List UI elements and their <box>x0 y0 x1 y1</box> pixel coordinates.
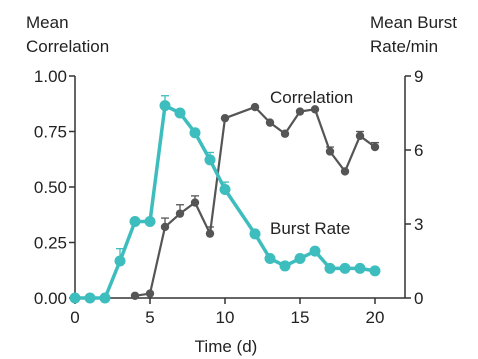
y-left-tick-label: 0.75 <box>34 123 67 142</box>
data-point-burst-rate <box>309 245 321 257</box>
data-point-burst-rate <box>174 107 186 119</box>
data-point-correlation <box>310 105 320 114</box>
data-point-burst-rate <box>324 262 336 274</box>
series-correlation <box>130 102 380 300</box>
data-point-burst-rate <box>144 216 156 228</box>
data-point-burst-rate <box>99 292 111 304</box>
data-point-correlation <box>190 198 200 207</box>
y-left-tick-label: 1.00 <box>34 67 67 86</box>
data-point-burst-rate <box>354 262 366 274</box>
y-right-tick-label: 6 <box>414 141 423 160</box>
data-point-burst-rate <box>279 260 291 272</box>
y-right-tick-label: 9 <box>414 67 423 86</box>
x-tick-label: 10 <box>216 308 235 327</box>
data-point-burst-rate <box>189 127 201 139</box>
data-point-correlation <box>205 229 215 238</box>
data-point-burst-rate <box>204 154 216 166</box>
data-point-correlation <box>160 222 170 232</box>
data-point-correlation <box>355 131 365 141</box>
series-line-correlation <box>134 105 376 297</box>
data-point-burst-rate <box>219 183 231 195</box>
data-point-correlation <box>295 107 305 116</box>
y-right-axis-title-line-2: Rate/min <box>370 37 438 56</box>
series-layer <box>69 95 381 304</box>
data-point-correlation <box>220 113 230 123</box>
annotation-burst-rate: Burst Rate <box>270 219 350 238</box>
data-point-correlation <box>175 209 185 218</box>
annotation-correlation: Correlation <box>270 88 353 107</box>
series-burst-rate <box>69 95 381 304</box>
x-tick-label: 20 <box>366 308 385 327</box>
y-right-axis-title-line-1: Mean Burst <box>370 13 457 32</box>
x-tick-label: 15 <box>291 308 310 327</box>
data-point-burst-rate <box>159 100 171 112</box>
x-axis-title: Time (d) <box>195 337 258 356</box>
y-left-axis-title-line-1: Mean <box>26 13 69 32</box>
data-point-correlation <box>145 289 155 298</box>
data-point-correlation <box>280 129 290 138</box>
data-point-burst-rate <box>69 292 81 304</box>
data-point-burst-rate <box>369 265 381 277</box>
y-left-tick-label: 0.25 <box>34 234 67 253</box>
y-right-tick-label: 0 <box>414 289 423 308</box>
data-point-correlation <box>130 291 140 300</box>
x-tick-label: 5 <box>145 308 154 327</box>
y-left-tick-label: 0.50 <box>34 178 67 197</box>
y-left-axis-title-line-2: Correlation <box>26 37 109 56</box>
data-point-burst-rate <box>249 228 261 240</box>
y-right-tick-label: 3 <box>414 215 423 234</box>
y-left-tick-label: 0.00 <box>34 289 67 308</box>
data-point-burst-rate <box>114 255 126 267</box>
data-point-correlation <box>325 147 335 156</box>
data-point-burst-rate <box>264 253 276 265</box>
data-point-correlation <box>265 118 275 127</box>
data-point-burst-rate <box>339 262 351 274</box>
data-point-correlation <box>340 167 350 176</box>
axes: 0.00 0.25 0.50 0.75 1.00 0 3 6 9 0 5 10 15 20 <box>34 67 424 327</box>
data-point-burst-rate <box>84 292 96 304</box>
data-point-burst-rate <box>294 253 306 265</box>
data-point-correlation <box>370 142 380 152</box>
x-tick-label: 0 <box>70 308 79 327</box>
data-point-correlation <box>250 102 260 112</box>
data-point-burst-rate <box>129 216 141 228</box>
